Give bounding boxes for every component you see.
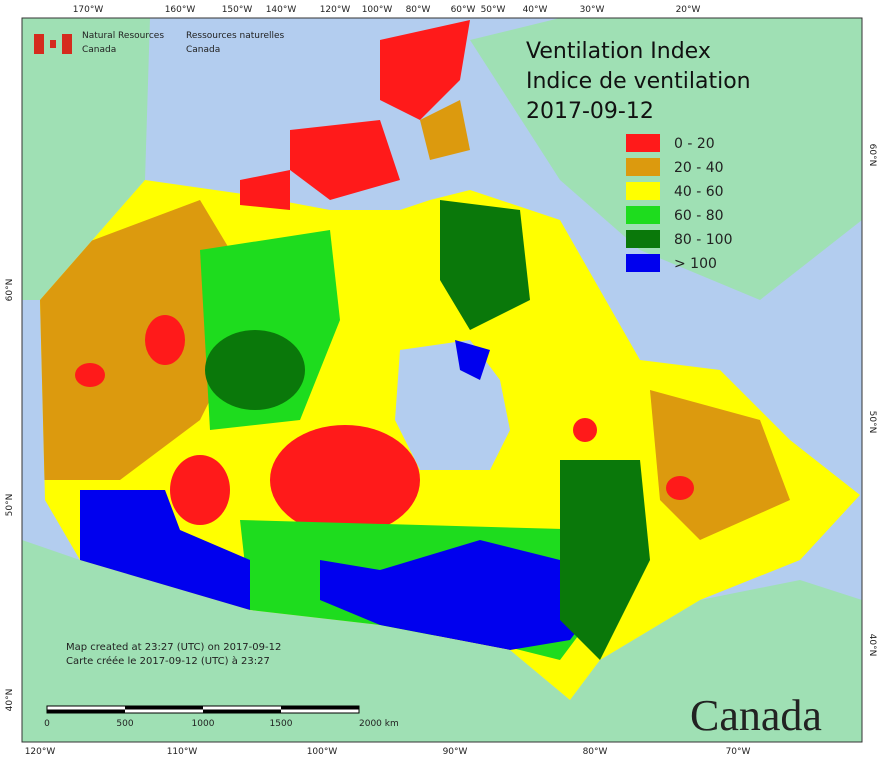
lat-label: 60°N xyxy=(867,144,877,167)
lon-label: 30°W xyxy=(580,5,605,15)
lon-label: 150°W xyxy=(222,5,253,15)
flag xyxy=(50,40,56,48)
legend-swatch xyxy=(626,182,660,200)
southampton xyxy=(455,340,490,380)
lon-label: 110°W xyxy=(167,747,198,757)
lon-label: 100°W xyxy=(362,5,393,15)
legend-label: 80 - 100 xyxy=(674,232,733,248)
lon-label: 80°W xyxy=(406,5,431,15)
lon-label: 80°W xyxy=(583,747,608,757)
scale-label: 1500 xyxy=(270,719,293,729)
lon-label: 70°W xyxy=(726,747,751,757)
lat-label: 50°N xyxy=(867,411,877,434)
greenland xyxy=(470,18,862,300)
note: Carte créée le 2017-09-12 (UTC) à 23:27 xyxy=(66,655,270,667)
agency: Natural Resources xyxy=(82,31,164,41)
legend-swatch xyxy=(626,230,660,248)
frame xyxy=(21,17,863,743)
scale-bar xyxy=(125,706,203,710)
agency: Canada xyxy=(186,45,220,55)
legend-label: 40 - 60 xyxy=(674,184,724,200)
legend-label: 60 - 80 xyxy=(674,208,724,224)
lon-label: 100°W xyxy=(307,747,338,757)
lon-label: 90°W xyxy=(443,747,468,757)
scale-bar xyxy=(47,709,125,713)
legend-swatch xyxy=(626,254,660,272)
scale-bar xyxy=(203,709,281,713)
date: 2017-09-12 xyxy=(526,99,654,124)
note: Map created at 23:27 (UTC) on 2017-09-12 xyxy=(66,642,281,653)
legend-label: 20 - 40 xyxy=(674,160,724,176)
lon-label: 120°W xyxy=(25,747,56,757)
lat-label: 40°N xyxy=(5,689,15,712)
lat-label: 50°N xyxy=(5,494,15,517)
lon-label: 140°W xyxy=(266,5,297,15)
agency: Ressources naturelles xyxy=(186,31,285,41)
wordmark: Canada xyxy=(690,691,822,740)
flag xyxy=(62,34,72,54)
lat-label: 40°N xyxy=(867,634,877,657)
lon-label: 50°W xyxy=(481,5,506,15)
flag xyxy=(34,34,44,54)
legend-label: 0 - 20 xyxy=(674,136,715,152)
lon-label: 170°W xyxy=(73,5,104,15)
lon-label: 60°W xyxy=(451,5,476,15)
legend-label: > 100 xyxy=(674,256,717,272)
arctic-islands xyxy=(240,20,470,210)
legend-swatch xyxy=(626,134,660,152)
arctic-islands xyxy=(420,100,470,160)
alaska xyxy=(22,18,150,300)
scale-label: 2000 km xyxy=(359,719,399,729)
title: Indice de ventilation xyxy=(526,69,751,94)
usa xyxy=(22,540,862,742)
legend-swatch xyxy=(626,206,660,224)
scale-bar xyxy=(281,706,359,710)
scale-label: 1000 xyxy=(192,719,215,729)
lon-label: 160°W xyxy=(165,5,196,15)
agency: Canada xyxy=(82,45,116,55)
lat-label: 60°N xyxy=(5,279,15,302)
scale-label: 500 xyxy=(116,719,133,729)
title: Ventilation Index xyxy=(526,39,711,64)
legend-swatch xyxy=(626,158,660,176)
lon-label: 40°W xyxy=(523,5,548,15)
scale-label: 0 xyxy=(44,719,50,729)
lon-label: 20°W xyxy=(676,5,701,15)
lon-label: 120°W xyxy=(320,5,351,15)
